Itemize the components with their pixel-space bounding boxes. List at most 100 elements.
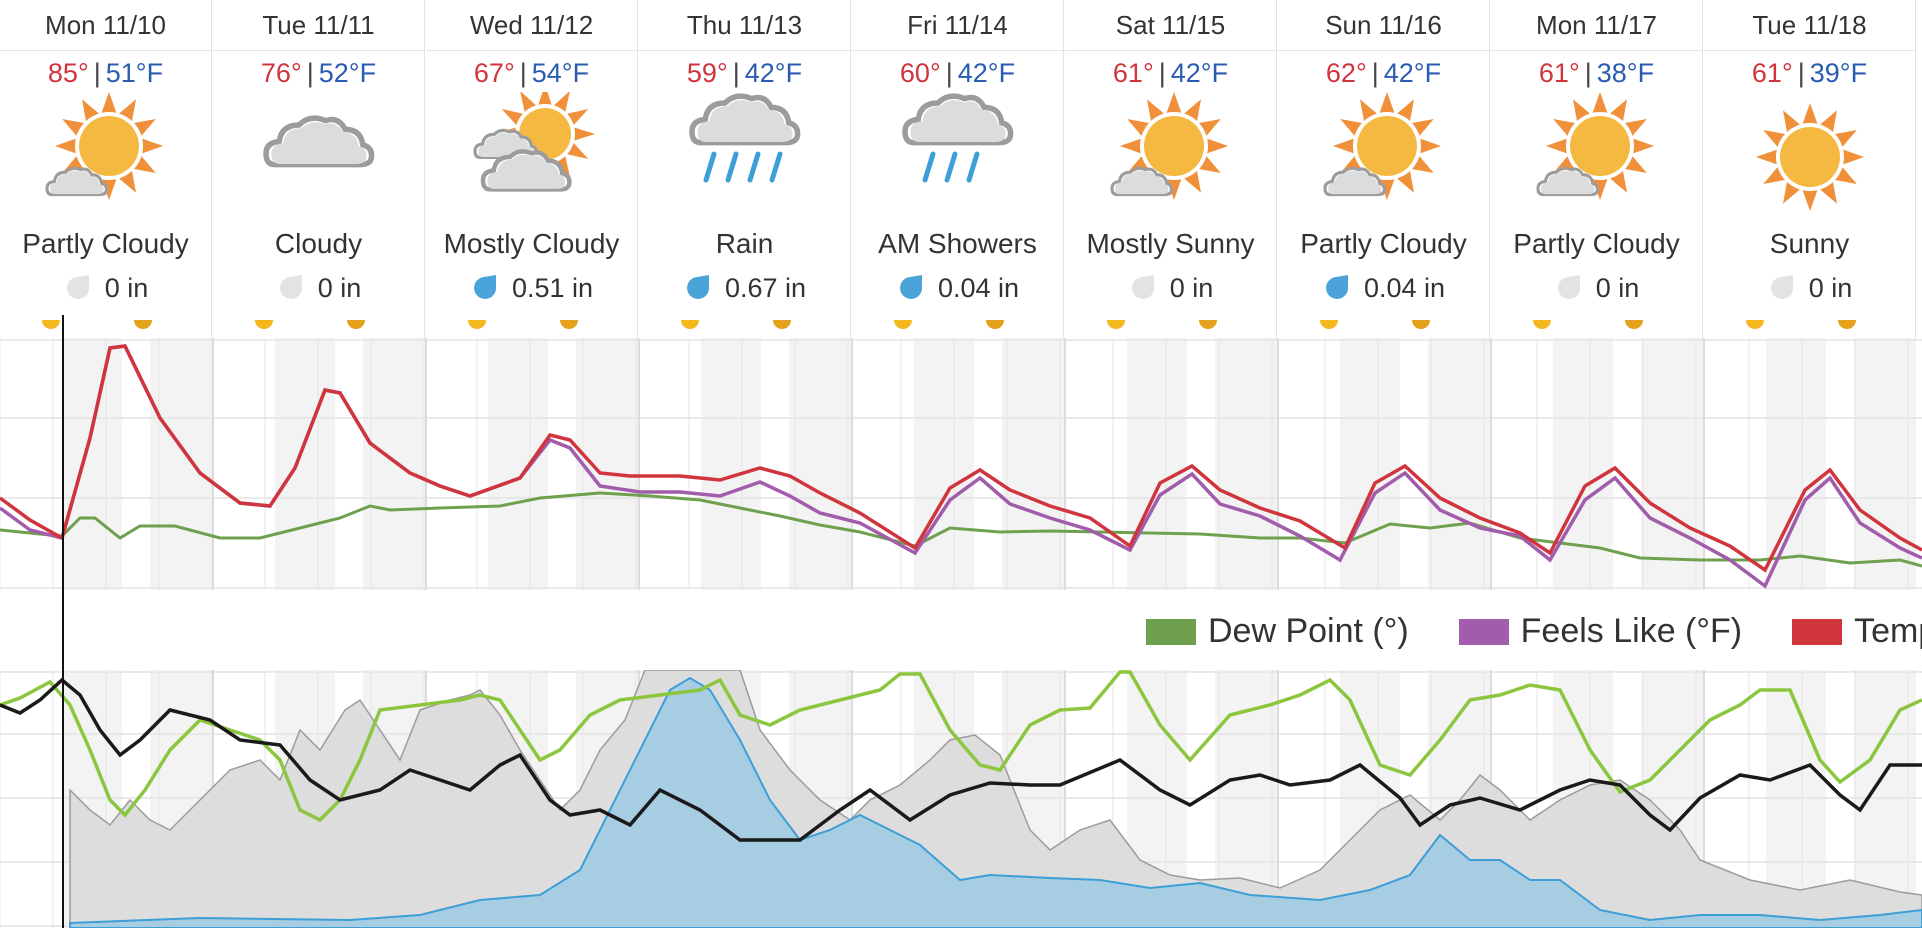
day-divider	[1491, 50, 1702, 51]
day-column-2[interactable]: Wed 11/12 67° | 54°F Mostly Cloudy 0.51 in	[426, 0, 638, 338]
partly-cloudy-icon	[1319, 92, 1449, 222]
day-column-5[interactable]: Sat 11/15 61° | 42°F Mostly Sunny 0 in	[1065, 0, 1277, 338]
high-temp: 61°	[1112, 58, 1154, 88]
day-temps: 59° | 42°F	[639, 58, 850, 89]
temp-separator: |	[1797, 58, 1805, 88]
sunset-icon	[134, 320, 152, 329]
day-label: Mon 11/10	[45, 10, 166, 40]
sunset-icon	[1412, 320, 1430, 329]
condition-text: Rain	[715, 228, 774, 259]
precip-amount: 0.04 in	[1278, 273, 1489, 304]
temp-separator: |	[945, 58, 953, 88]
condition-text: AM Showers	[878, 228, 1037, 259]
precip-amount: 0 in	[1704, 273, 1915, 304]
sunrise-icon	[894, 320, 912, 329]
low-temp: 42°F	[957, 58, 1016, 88]
raindrop-icon	[1128, 273, 1170, 303]
sunrise-icon	[42, 320, 60, 329]
temp-separator: |	[93, 58, 101, 88]
legend-label: Dew Point (°)	[1208, 612, 1409, 650]
precip-value: 0 in	[1595, 273, 1640, 303]
raindrop-icon	[470, 273, 512, 303]
low-temp: 52°F	[318, 58, 377, 88]
low-temp: 42°F	[744, 58, 803, 88]
condition-text: Partly Cloudy	[1300, 228, 1467, 259]
precip-amount: 0.67 in	[639, 273, 850, 304]
condition-text: Mostly Cloudy	[443, 228, 620, 259]
raindrop-icon	[276, 273, 318, 303]
precip-amount: 0 in	[1491, 273, 1702, 304]
precip-amount: 0.04 in	[852, 273, 1063, 304]
day-column-3[interactable]: Thu 11/13 59° | 42°F Rain 0.67 in	[639, 0, 851, 338]
condition-text: Partly Cloudy	[22, 228, 189, 259]
cloudy-icon	[254, 92, 384, 222]
day-column-1[interactable]: Tue 11/11 76° | 52°F Cloudy 0 in	[213, 0, 425, 338]
day-column-4[interactable]: Fri 11/14 60° | 42°F AM Showers 0.04 in	[852, 0, 1064, 338]
day-divider	[1065, 50, 1276, 51]
high-temp: 61°	[1538, 58, 1580, 88]
day-temps: 67° | 54°F	[426, 58, 637, 89]
day-divider	[1704, 50, 1915, 51]
precip-value: 0.04 in	[937, 273, 1020, 303]
high-temp: 59°	[686, 58, 728, 88]
day-temps: 61° | 39°F	[1704, 58, 1915, 89]
precip-value: 0 in	[104, 273, 149, 303]
legend-label: Temperature (°F)	[1854, 612, 1922, 650]
low-temp: 42°F	[1383, 58, 1442, 88]
sunny-icon	[1745, 92, 1875, 222]
temp-separator: |	[306, 58, 314, 88]
temp-separator: |	[519, 58, 527, 88]
sunrise-icon	[1746, 320, 1764, 329]
day-label: Tue 11/18	[1752, 10, 1867, 40]
current-time-marker	[62, 315, 64, 928]
low-temp: 42°F	[1170, 58, 1229, 88]
precip-value: 0 in	[1169, 273, 1214, 303]
legend-swatch	[1792, 619, 1843, 645]
precip-value: 0 in	[1808, 273, 1853, 303]
sunrise-icon	[1320, 320, 1338, 329]
condition-text: Partly Cloudy	[1513, 228, 1680, 259]
sunrise-icon	[1533, 320, 1551, 329]
precip-value: 0.04 in	[1363, 273, 1446, 303]
mostly-cloudy-icon	[467, 84, 597, 222]
day-label: Sat 11/15	[1115, 10, 1226, 40]
partly-cloudy-icon	[1106, 92, 1236, 222]
raindrop-icon	[896, 273, 938, 303]
precip-amount: 0 in	[0, 273, 211, 304]
low-temp: 38°F	[1596, 58, 1655, 88]
low-temp: 54°F	[531, 58, 590, 88]
condition-text: Sunny	[1769, 228, 1850, 259]
precip-amount: 0 in	[1065, 273, 1276, 304]
day-label: Sun 11/16	[1325, 10, 1442, 40]
day-divider	[639, 50, 850, 51]
day-divider	[426, 50, 637, 51]
day-column-7[interactable]: Mon 11/17 61° | 38°F Partly Cloudy 0 in	[1491, 0, 1703, 338]
sunrise-icon	[681, 320, 699, 329]
sunset-icon	[773, 320, 791, 329]
precip-amount: 0.51 in	[426, 273, 637, 304]
day-label: Fri 11/14	[907, 10, 1008, 40]
day-column-0[interactable]: Mon 11/10 85° | 51°F Partly Cloudy 0 in	[0, 0, 212, 338]
day-column-6[interactable]: Sun 11/16 62° | 42°F Partly Cloudy 0.04 in	[1278, 0, 1490, 338]
legend-item-2[interactable]: Temperature (°F)	[1792, 612, 1922, 651]
dew-point-series-line	[0, 491, 1922, 568]
day-label: Thu 11/13	[686, 10, 803, 40]
low-temp: 39°F	[1809, 58, 1868, 88]
sunrise-icon	[468, 320, 486, 329]
sunset-icon	[986, 320, 1004, 329]
day-divider	[852, 50, 1063, 51]
legend-item-1[interactable]: Feels Like (°F)	[1458, 612, 1743, 651]
day-divider	[0, 50, 211, 51]
day-column-8[interactable]: Tue 11/18 61° | 39°F Sunny 0 in	[1704, 0, 1916, 338]
sunset-icon	[347, 320, 365, 329]
pressure-series-line	[0, 677, 1922, 842]
day-label: Tue 11/11	[262, 10, 375, 40]
legend-item-0[interactable]: Dew Point (°)	[1146, 612, 1409, 651]
day-label: Mon 11/17	[1536, 10, 1657, 40]
day-temps: 61° | 38°F	[1491, 58, 1702, 89]
legend-label: Feels Like (°F)	[1520, 612, 1743, 650]
day-divider	[213, 50, 424, 51]
sunset-icon	[1838, 320, 1856, 329]
high-temp: 67°	[473, 58, 515, 88]
day-temps: 60° | 42°F	[852, 58, 1063, 89]
